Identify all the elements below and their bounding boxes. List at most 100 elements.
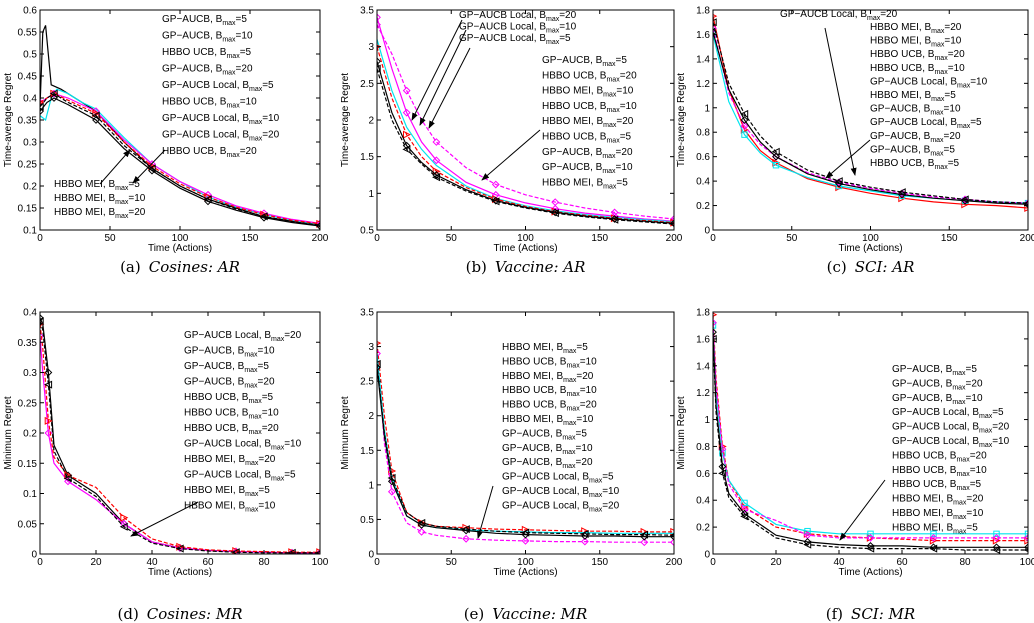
chart-d-xtick-label-3: 60 bbox=[202, 557, 214, 568]
chart-b-caption-label: (b) bbox=[466, 258, 487, 276]
chart-f-legend-entry-7-name: HBBO UCB, B bbox=[892, 465, 957, 476]
chart-b-ylabel: Time-average Regret bbox=[340, 73, 351, 167]
chart-e-legend-entry-0: HBBO MEI, Bmax=5 bbox=[502, 342, 588, 355]
chart-f-ylabel: Minimum Regret bbox=[676, 396, 687, 470]
chart-b-legend2-entry-4-name: HBBO MEI, B bbox=[542, 116, 603, 127]
chart-b-xtick-label-1: 50 bbox=[446, 233, 458, 244]
chart-e-series-4-point-8 bbox=[521, 528, 530, 537]
chart-e-series-4-point-10 bbox=[580, 529, 589, 538]
chart-a-legend-entry-4: GP−AUCB Local, Bmax=5 bbox=[162, 80, 274, 93]
chart-f-series-0-point-13 bbox=[1024, 536, 1028, 545]
chart-d-legend-entry-6-name: HBBO UCB, B bbox=[184, 423, 249, 434]
chart-b-legend-entry-0: GP−AUCB Local, Bmax=20 bbox=[459, 10, 577, 23]
chart-d-series-2-point-6 bbox=[120, 513, 129, 522]
chart-c-legend2-entry-1-name: HBBO MEI, B bbox=[870, 36, 931, 47]
chart-d-xtick-label-2: 40 bbox=[146, 557, 158, 568]
chart-b-series-5-point-6 bbox=[491, 197, 500, 206]
chart-b-legend-entry-1-name: GP−AUCB Local, B bbox=[459, 22, 546, 33]
chart-c-series-1-point-2 bbox=[741, 131, 748, 138]
chart-a-xtick-label-3: 150 bbox=[242, 233, 259, 244]
chart-e-series-4-point-12 bbox=[639, 530, 648, 539]
chart-b-series-2 bbox=[377, 39, 674, 223]
chart-f-ytick-label-2: 0.4 bbox=[696, 496, 710, 507]
chart-b-legend2-entry-7: GP−AUCB, Bmax=10 bbox=[542, 162, 633, 175]
chart-a-series-3-point-12 bbox=[316, 219, 320, 228]
chart-b-series-4-point-10 bbox=[610, 215, 619, 223]
chart-e: 0 50 100 150 200 0 0.5 1 1.5 2 2.5 3 3.5 Time (Action… bbox=[340, 308, 683, 623]
chart-d-legend-entry-0: GP−AUCB Local, Bmax=20 bbox=[184, 330, 302, 343]
chart-b-annotation-arrow bbox=[428, 47, 471, 129]
chart-d-caption-label: (d) bbox=[117, 605, 138, 623]
chart-f-series-1-point-4 bbox=[741, 499, 748, 507]
chart-a-legend-entry-5-name: HBBO UCB, B bbox=[162, 97, 227, 108]
chart-b-caption: (b) Vaccine: AR bbox=[466, 258, 586, 276]
chart-f-series-3-point-2 bbox=[718, 462, 727, 471]
chart-a-legend-entry-4-name: GP−AUCB Local, B bbox=[162, 80, 249, 91]
chart-b-series-0-point-2 bbox=[402, 108, 411, 117]
chart-a-series-5-line bbox=[40, 92, 320, 226]
chart-c-series-3-point-4 bbox=[772, 152, 780, 161]
chart-f-series-2-point-13 bbox=[1024, 533, 1028, 542]
chart-f-ytick-label-4: 0.8 bbox=[696, 442, 710, 453]
chart-c-legend2-entry-3-name: HBBO UCB, B bbox=[870, 63, 935, 74]
chart-d-caption-title: Cosines: MR bbox=[147, 605, 243, 623]
chart-b-ytick-label-4: 2.5 bbox=[360, 79, 374, 90]
chart-a-ytick-label-2: 0.2 bbox=[23, 182, 37, 193]
chart-c-caption-label: (c) bbox=[827, 258, 847, 276]
chart-a-legend2-entry-1: HBBO MEI, Bmax=10 bbox=[54, 193, 146, 206]
chart-f-series-4-point-6 bbox=[803, 540, 812, 549]
chart-a-series-5-point-6 bbox=[147, 164, 156, 173]
chart-f-xlabel: Time (Actions) bbox=[838, 567, 902, 578]
chart-a-series-4-point-0 bbox=[40, 107, 44, 116]
chart-e-ytick-label-6: 3 bbox=[368, 342, 374, 353]
chart-c-xtick-label-0: 0 bbox=[710, 233, 716, 244]
chart-c-legend2-entry-4-name: GP−AUCB Local, B bbox=[870, 76, 957, 87]
chart-b-xtick-label-0: 0 bbox=[374, 233, 380, 244]
chart-e-xtick-label-0: 0 bbox=[374, 557, 380, 568]
chart-c-series-4-point-6 bbox=[834, 177, 843, 186]
chart-d-series-3-point-2 bbox=[44, 380, 53, 389]
chart-c-ytick-label-4: 0.8 bbox=[696, 128, 710, 139]
chart-f-annotations: GP−AUCB, Bmax=5GP−AUCB, Bmax=20GP−AUCB, … bbox=[839, 364, 1010, 541]
chart-f-series-1-point-13 bbox=[1024, 530, 1028, 538]
chart-e-legend-entry-11-name: GP−AUCB Local, B bbox=[502, 500, 589, 511]
chart-d-legend-entry-7: GP−AUCB Local, Bmax=10 bbox=[184, 439, 302, 452]
chart-f-series-1-point-0 bbox=[713, 322, 717, 329]
chart-d-legend-entry-11-name: HBBO MEI, B bbox=[184, 501, 245, 512]
chart-c-legend2-entry-8-name: GP−AUCB, B bbox=[870, 131, 931, 142]
chart-e-legend-entry-2: HBBO MEI, Bmax=20 bbox=[502, 371, 594, 384]
chart-b-series-4-line bbox=[377, 61, 674, 224]
chart-c-series-1-point-4 bbox=[772, 162, 780, 169]
chart-e-series-1-point-13 bbox=[670, 538, 674, 547]
chart-e-xtick-label-1: 50 bbox=[446, 557, 458, 568]
chart-d-series-3-point-0 bbox=[40, 317, 44, 326]
chart-f-series-4-point-12 bbox=[992, 545, 1001, 554]
chart-d-legend-entry-3: GP−AUCB, Bmax=20 bbox=[184, 377, 275, 390]
chart-b-legend2-entry-1: HBBO UCB, Bmax=20 bbox=[542, 70, 637, 83]
chart-e-caption: (e) Vaccine: MR bbox=[464, 605, 588, 623]
chart-b-xlabel: Time (Actions) bbox=[493, 243, 557, 254]
chart-e-xtick-label-2: 100 bbox=[517, 557, 534, 568]
chart-c-series-2-point-0 bbox=[713, 24, 717, 33]
chart-b-ytick-label-1: 1 bbox=[368, 189, 374, 200]
chart-b-legend-entry-0-name: GP−AUCB Local, B bbox=[459, 10, 546, 21]
chart-c-legend2-entry-10: HBBO UCB, Bmax=5 bbox=[870, 158, 960, 171]
chart-a-series-5-point-2 bbox=[49, 89, 58, 98]
chart-f-series-4-point-10 bbox=[929, 544, 938, 553]
chart-b-series-4-point-0 bbox=[377, 57, 381, 66]
chart-f-legend-entry-11: HBBO MEI, Bmax=5 bbox=[892, 522, 978, 535]
chart-e-legend-entry-6-name: GP−AUCB, B bbox=[502, 428, 563, 439]
chart-e-series-1-point-2 bbox=[387, 487, 396, 496]
chart-b-xtick-label-2: 100 bbox=[517, 233, 534, 244]
chart-c-ytick-label-1: 0.2 bbox=[696, 201, 710, 212]
chart-c-xlabel: Time (Actions) bbox=[838, 243, 902, 254]
chart-f-xtick-label-1: 20 bbox=[770, 557, 782, 568]
chart-d-series-0-point-0 bbox=[40, 314, 44, 322]
chart-b-legend2-entry-8-name: HBBO MEI, B bbox=[542, 177, 603, 188]
chart-c-ylabel: Time-average Regret bbox=[676, 73, 687, 167]
chart-a-legend-entry-6-name: GP−AUCB Local, B bbox=[162, 113, 249, 124]
chart-f-legend-entry-5: GP−AUCB Local, Bmax=10 bbox=[892, 436, 1010, 449]
chart-a-legend-entry-3: GP−AUCB, Bmax=20 bbox=[162, 64, 253, 77]
chart-d-legend-entry-2: GP−AUCB, Bmax=5 bbox=[184, 361, 269, 374]
